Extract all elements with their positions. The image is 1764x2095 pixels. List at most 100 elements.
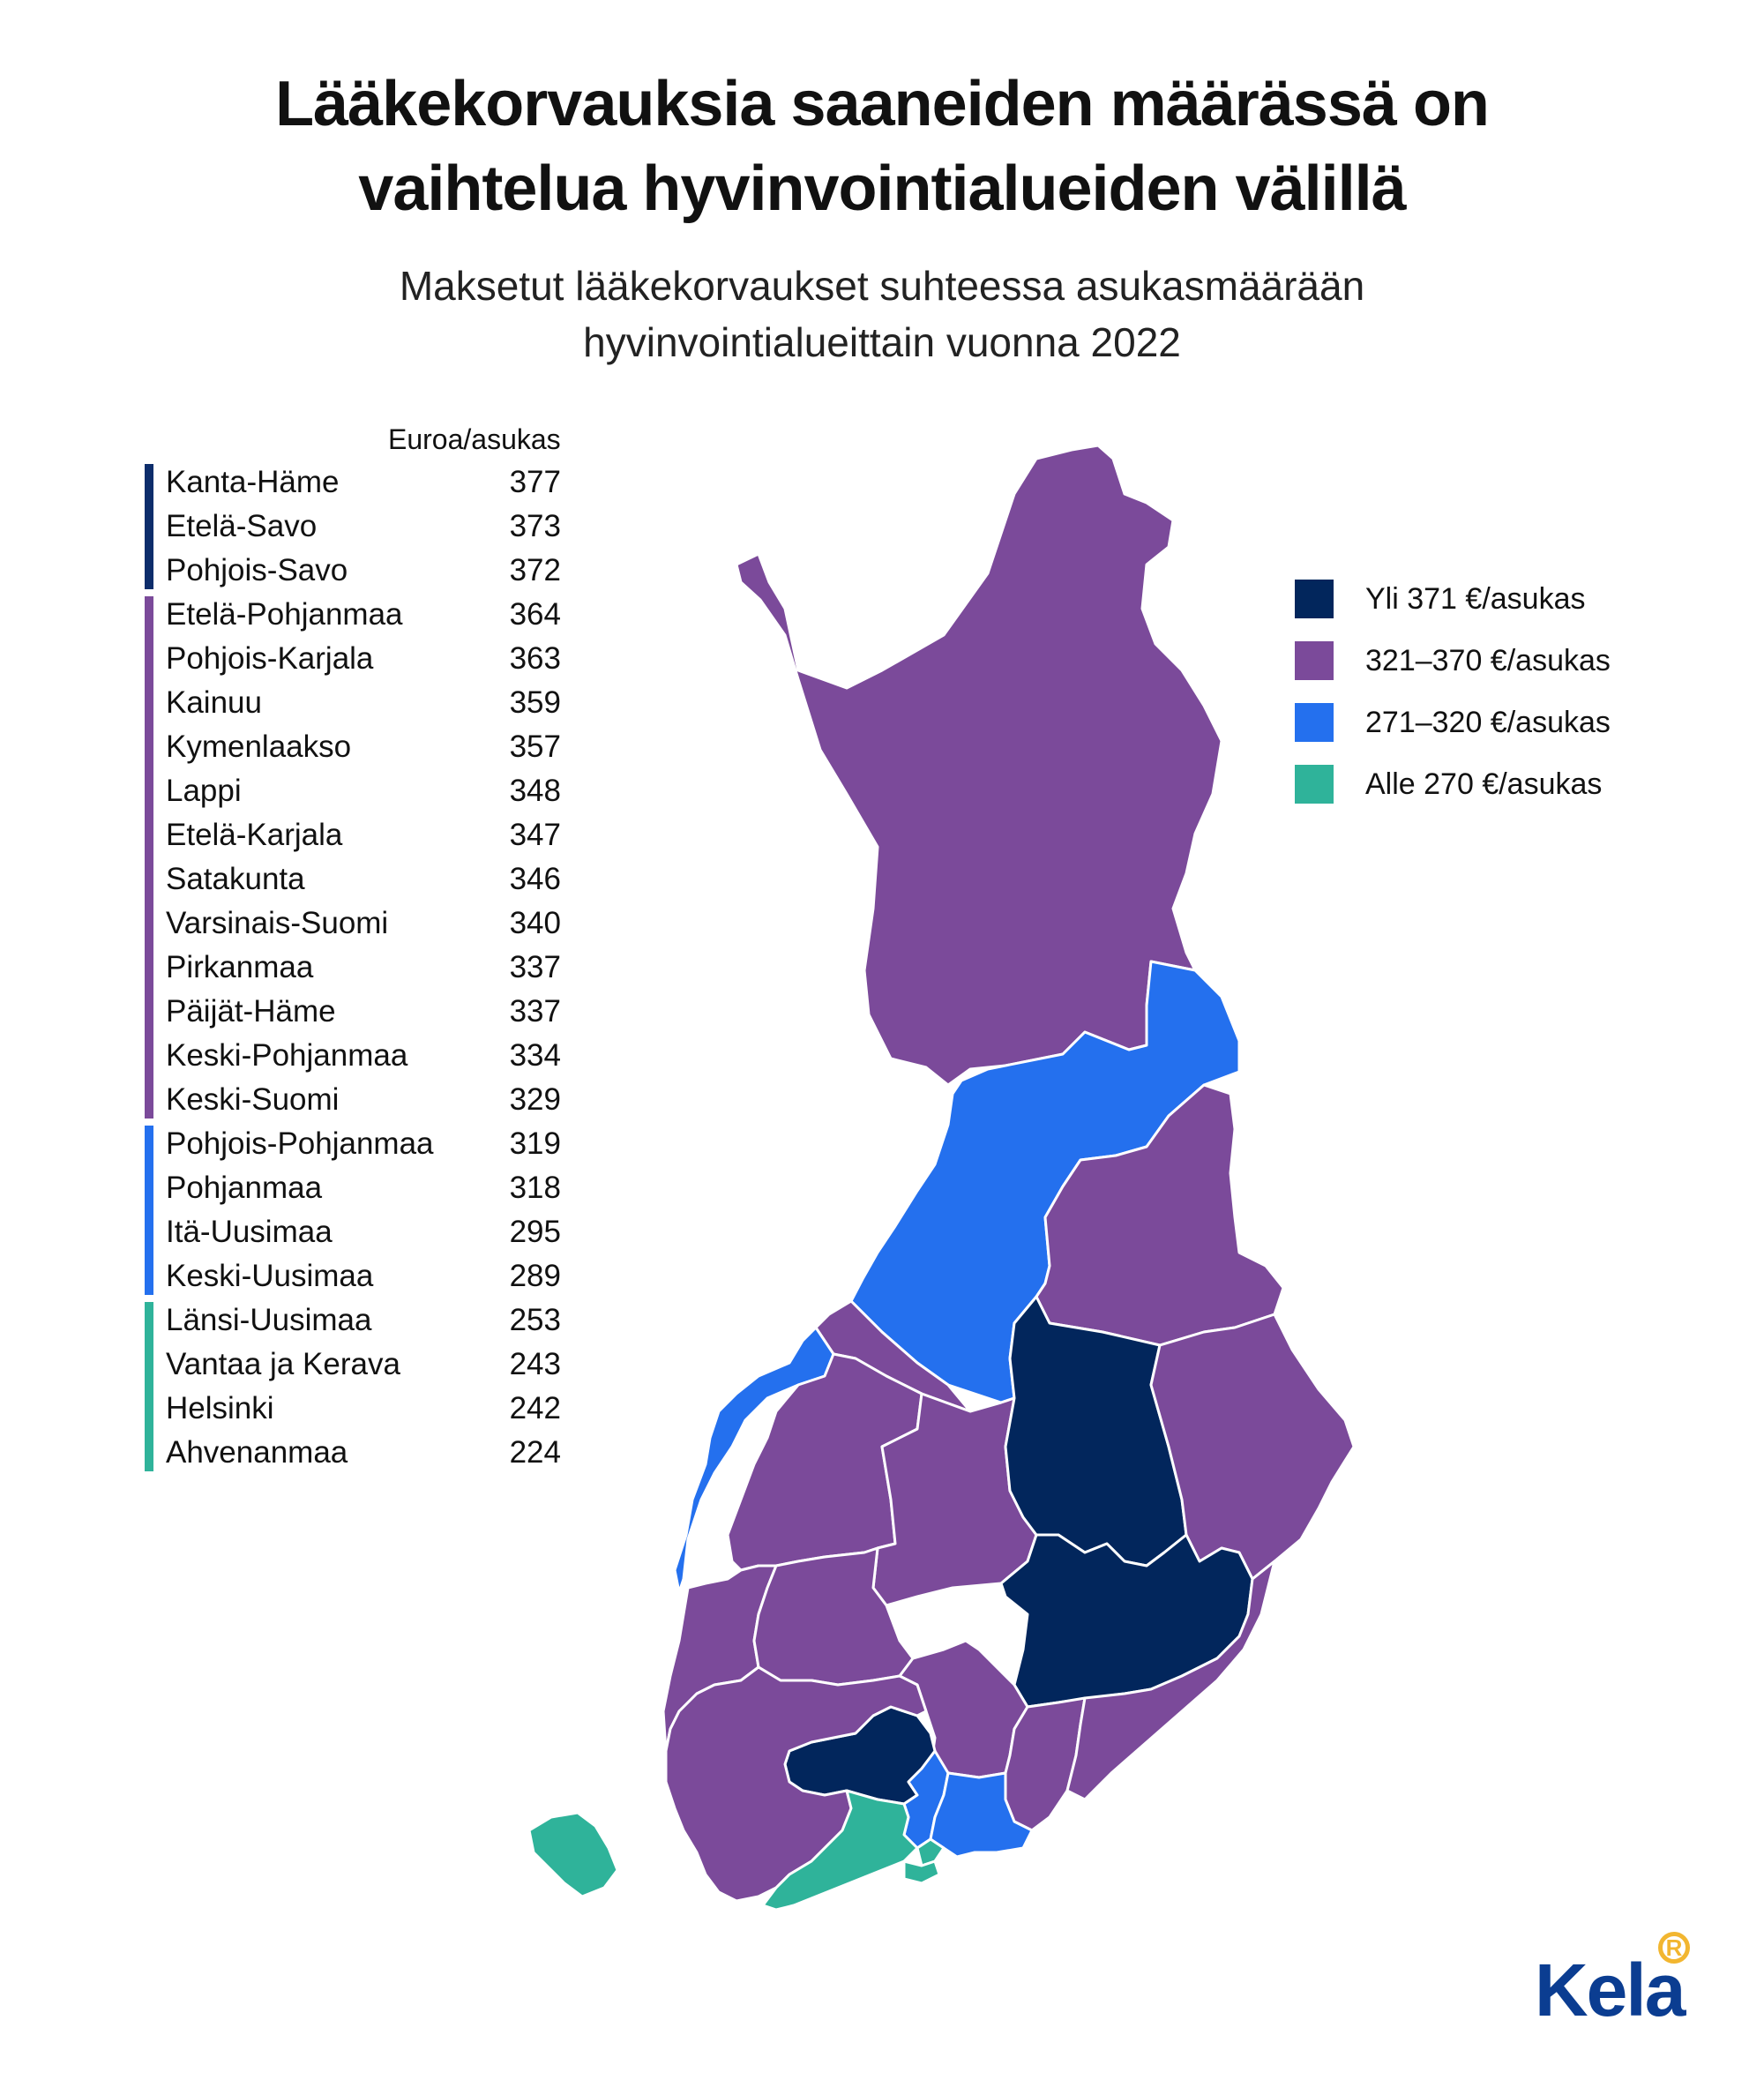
legend-label: Yli 371 €/asukas (1365, 581, 1586, 616)
region-name: Lappi (166, 774, 242, 808)
region-pohjois-karjala (1149, 1313, 1356, 1581)
ranking-row: Pohjois-Karjala 363 (166, 637, 561, 681)
region-value: 329 (509, 1082, 561, 1117)
region-helsinki (902, 1859, 941, 1885)
region-name: Ahvenanmaa (166, 1435, 348, 1470)
region-name: Pohjois-Savo (166, 553, 348, 587)
ranking-row: Satakunta 346 (166, 857, 561, 902)
region-name: Pohjois-Pohjanmaa (166, 1126, 434, 1161)
legend-swatch (1295, 765, 1334, 804)
ranking-group-color-bar (145, 1302, 153, 1471)
ranking-row: Pohjois-Pohjanmaa 319 (166, 1122, 561, 1166)
region-ita-uusimaa (929, 1771, 1034, 1859)
ranking-row: Helsinki 242 (166, 1387, 561, 1431)
region-value: 253 (509, 1303, 561, 1337)
region-name: Etelä-Savo (166, 509, 318, 543)
region-value: 340 (509, 906, 561, 940)
legend-swatch (1295, 641, 1334, 680)
region-name: Kainuu (166, 685, 262, 720)
ranking-group-color-bar (145, 1126, 153, 1295)
region-pohjanmaa (673, 1326, 835, 1594)
ranking-row: Kymenlaakso 357 (166, 725, 561, 769)
ranking-group: Etelä-Pohjanmaa 364 Pohjois-Karjala 363 Kain… (145, 593, 561, 1122)
chart-subtitle: Maksetut lääkekorvaukset suhteessa asuka… (0, 258, 1764, 370)
ranking-row: Etelä-Savo 373 (166, 505, 561, 549)
region-varsinais-suomi (664, 1665, 928, 1903)
legend-swatch (1295, 703, 1334, 742)
region-value: 377 (509, 465, 561, 499)
region-value: 224 (509, 1435, 561, 1470)
region-value: 364 (509, 597, 561, 632)
legend-item: Yli 371 €/asukas (1295, 568, 1611, 630)
ranking-group: Kanta-Häme 377 Etelä-Savo 373 Pohjois-Savo 37… (145, 460, 561, 593)
region-etela-karjala (1065, 1560, 1276, 1801)
ranking-row: Päijät-Häme 337 (166, 990, 561, 1034)
region-value: 372 (509, 553, 561, 587)
region-name: Etelä-Karjala (166, 818, 343, 852)
ranking-row: Pohjanmaa 318 (166, 1166, 561, 1210)
kela-logo: Kela (1535, 1949, 1686, 2031)
region-value: 318 (509, 1171, 561, 1205)
ranking-row: Keski-Suomi 329 (166, 1078, 561, 1122)
region-value: 242 (509, 1391, 561, 1425)
region-value: 337 (509, 994, 561, 1029)
ranking-row: Länsi-Uusimaa 253 (166, 1298, 561, 1343)
region-name: Helsinki (166, 1391, 274, 1425)
region-name: Pirkanmaa (166, 950, 314, 984)
subtitle-line-2: hyvinvointialueittain vuonna 2022 (583, 319, 1181, 365)
region-value: 348 (509, 774, 561, 808)
region-value: 295 (509, 1215, 561, 1249)
region-name: Kanta-Häme (166, 465, 340, 499)
ranking-group-color-bar (145, 596, 153, 1119)
region-ahvenanmaa (527, 1811, 619, 1898)
legend-label: 271–320 €/asukas (1365, 705, 1611, 739)
region-value: 363 (509, 641, 561, 676)
region-name: Satakunta (166, 862, 305, 896)
ranking-row: Ahvenanmaa 224 (166, 1431, 561, 1475)
region-lansi-uusimaa (761, 1789, 919, 1912)
region-name: Keski-Uusimaa (166, 1259, 374, 1293)
ranking-row: Vantaa ja Kerava 243 (166, 1343, 561, 1387)
legend-swatch (1295, 580, 1334, 618)
region-value: 346 (509, 862, 561, 896)
region-name: Pohjanmaa (166, 1171, 323, 1205)
legend-item: 321–370 €/asukas (1295, 630, 1611, 692)
ranking-row: Etelä-Pohjanmaa 364 (166, 593, 561, 637)
unit-header: Euroa/asukas (388, 423, 561, 455)
ranking-row: Etelä-Karjala 347 (166, 813, 561, 857)
region-name: Itä-Uusimaa (166, 1215, 333, 1249)
title-line-2: vaihtelua hyvinvointialueiden välillä (358, 153, 1406, 224)
ranking-row: Itä-Uusimaa 295 (166, 1210, 561, 1254)
region-value: 359 (509, 685, 561, 720)
ranking-list: Kanta-Häme 377 Etelä-Savo 373 Pohjois-Savo 37… (145, 460, 561, 1475)
subtitle-line-1: Maksetut lääkekorvaukset suhteessa asuka… (399, 263, 1365, 309)
kela-logo-badge: R (1658, 1932, 1690, 1964)
ranking-row: Keski-Uusimaa 289 (166, 1254, 561, 1298)
region-value: 289 (509, 1259, 561, 1293)
region-name: Varsinais-Suomi (166, 906, 389, 940)
region-name: Keski-Suomi (166, 1082, 340, 1117)
region-name: Keski-Pohjanmaa (166, 1038, 408, 1073)
ranking-row: Kainuu 359 (166, 681, 561, 725)
ranking-row: Lappi 348 (166, 769, 561, 813)
ranking-row: Pirkanmaa 337 (166, 946, 561, 990)
legend-item: 271–320 €/asukas (1295, 692, 1611, 753)
region-name: Pohjois-Karjala (166, 641, 374, 676)
ranking-row: Kanta-Häme 377 (166, 460, 561, 505)
ranking-group: Pohjois-Pohjanmaa 319 Pohjanmaa 318 Itä-Uusi… (145, 1122, 561, 1298)
region-value: 334 (509, 1038, 561, 1073)
ranking-row: Keski-Pohjanmaa 334 (166, 1034, 561, 1078)
region-name: Länsi-Uusimaa (166, 1303, 372, 1337)
region-value: 337 (509, 950, 561, 984)
region-value: 319 (509, 1126, 561, 1161)
region-name: Päijät-Häme (166, 994, 336, 1029)
legend-label: 321–370 €/asukas (1365, 643, 1611, 677)
region-value: 357 (509, 730, 561, 764)
region-value: 347 (509, 818, 561, 852)
legend-item: Alle 270 €/asukas (1295, 753, 1611, 815)
region-name: Vantaa ja Kerava (166, 1347, 400, 1381)
region-value: 373 (509, 509, 561, 543)
chart-title: Lääkekorvauksia saaneiden määrässä on va… (0, 62, 1764, 231)
title-line-1: Lääkekorvauksia saaneiden määrässä on (275, 69, 1490, 139)
ranking-row: Varsinais-Suomi 340 (166, 902, 561, 946)
